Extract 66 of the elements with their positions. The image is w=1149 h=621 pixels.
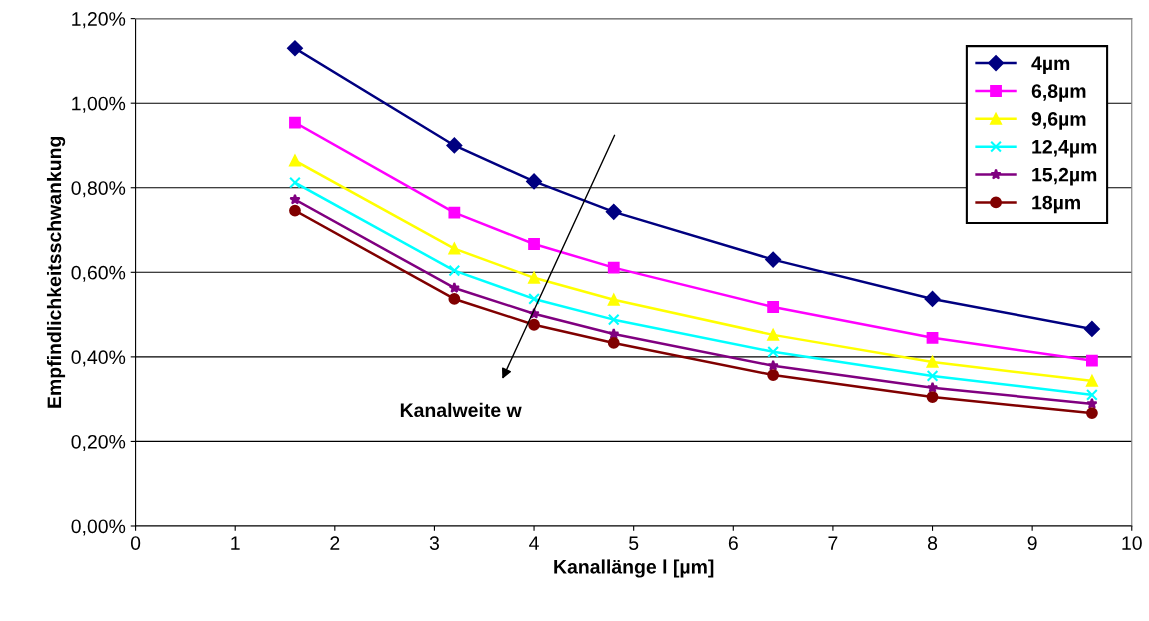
y-tick-label: 0,60% bbox=[71, 265, 126, 282]
point bbox=[926, 391, 939, 403]
point bbox=[289, 116, 301, 129]
point bbox=[289, 176, 301, 189]
point bbox=[767, 328, 780, 341]
point bbox=[448, 282, 461, 293]
point bbox=[1086, 354, 1098, 367]
x-tick-label: 9 bbox=[1027, 536, 1037, 550]
point bbox=[448, 264, 461, 277]
point bbox=[289, 204, 301, 217]
x-tick-label: 7 bbox=[828, 536, 838, 550]
point bbox=[767, 359, 779, 371]
legend-label: 12,4µm bbox=[1032, 139, 1097, 158]
x-tick-label: 6 bbox=[728, 536, 738, 550]
point bbox=[526, 173, 542, 190]
annotation: Kanalweite w bbox=[400, 402, 522, 418]
point bbox=[926, 331, 939, 344]
point bbox=[1086, 389, 1098, 401]
y-axis-title: Empfindlichkeitsschwankung bbox=[46, 136, 66, 408]
point bbox=[289, 154, 301, 167]
y-tick-label: 1,20% bbox=[72, 12, 126, 29]
x-tick-label: 10 bbox=[1122, 536, 1142, 550]
point bbox=[608, 328, 620, 340]
legend-label: 4µm bbox=[1031, 56, 1070, 74]
y-tick-label: 0,00% bbox=[71, 519, 126, 536]
point bbox=[607, 313, 620, 326]
point bbox=[607, 293, 620, 306]
x-tick-label: 5 bbox=[629, 536, 639, 550]
point bbox=[767, 369, 780, 381]
point bbox=[448, 293, 461, 305]
point bbox=[607, 337, 620, 349]
point bbox=[289, 193, 301, 205]
point bbox=[926, 369, 939, 382]
y-tick-label: 0,40% bbox=[71, 350, 126, 367]
x-tick-label: 8 bbox=[927, 536, 938, 550]
point bbox=[448, 242, 461, 255]
legend-label: 6,8µm bbox=[1031, 84, 1086, 102]
y-tick-label: 1,00% bbox=[72, 96, 126, 113]
point bbox=[528, 238, 540, 250]
point bbox=[528, 271, 540, 284]
point bbox=[765, 251, 782, 268]
x-tick-label: 0 bbox=[130, 536, 141, 550]
point bbox=[1086, 407, 1098, 419]
y-tick-label: 0,20% bbox=[71, 434, 126, 451]
y-tick-label: 0,80% bbox=[71, 181, 126, 198]
x-tick-label: 3 bbox=[429, 536, 439, 550]
point bbox=[924, 291, 941, 307]
point bbox=[287, 40, 303, 57]
x-tick-label: 4 bbox=[529, 536, 539, 550]
point bbox=[528, 318, 540, 331]
point bbox=[1084, 321, 1100, 337]
legend-label: 15,2µm bbox=[1032, 167, 1097, 186]
point bbox=[605, 203, 622, 220]
x-axis-title: Kanallänge l [µm] bbox=[554, 559, 714, 578]
legend-label: 18µm bbox=[1032, 195, 1080, 214]
point bbox=[767, 301, 780, 313]
point bbox=[448, 206, 461, 219]
point bbox=[1086, 397, 1098, 409]
legend-label: 9,6µm bbox=[1031, 112, 1086, 130]
point bbox=[446, 137, 463, 154]
x-tick-label: 1 bbox=[231, 536, 240, 550]
point bbox=[528, 293, 540, 305]
point bbox=[926, 381, 939, 393]
point bbox=[767, 345, 780, 358]
point bbox=[607, 261, 620, 274]
x-tick-label: 2 bbox=[330, 536, 340, 550]
